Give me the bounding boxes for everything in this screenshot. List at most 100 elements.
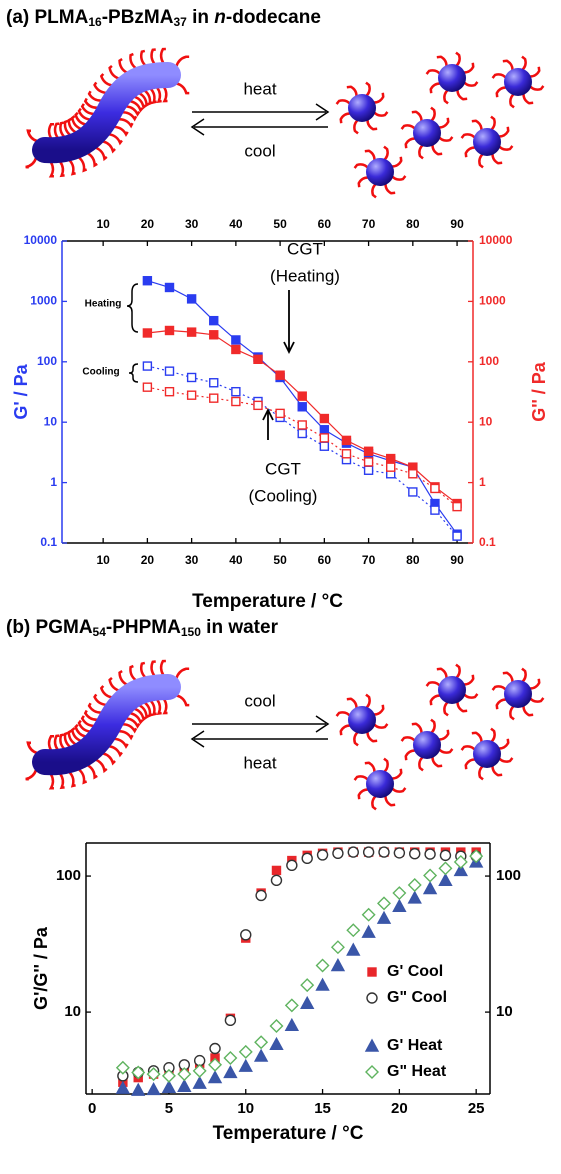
annotation: (Cooling) (249, 486, 318, 505)
marker (209, 330, 219, 340)
corona-chain (454, 663, 461, 680)
x-tick-label: 30 (185, 217, 199, 231)
x-tick-label: 15 (314, 1100, 331, 1117)
corona-chain (99, 685, 113, 699)
marker (142, 328, 153, 338)
corona-chain (372, 722, 389, 729)
corona-chain (133, 707, 147, 722)
marker (319, 441, 330, 451)
legend-label: G' Heat (387, 1037, 443, 1054)
corona-chain (353, 730, 360, 747)
corona-chain (87, 152, 98, 168)
scheme-label: heat (243, 753, 276, 772)
marker (284, 1017, 300, 1031)
corona-chain (460, 745, 477, 752)
sphere (413, 119, 441, 147)
marker (341, 435, 352, 446)
marker (164, 386, 175, 397)
x-tick-label: 40 (229, 553, 243, 567)
marker (192, 1063, 207, 1078)
x-tick-label: 40 (229, 217, 243, 231)
marker (223, 1064, 238, 1079)
marker (363, 446, 374, 456)
legend-marker (364, 1038, 380, 1052)
legend-marker (365, 1065, 379, 1079)
corona-chain (528, 678, 541, 690)
corona-chain (47, 734, 55, 751)
corona-chain (175, 667, 190, 679)
corona-chain (149, 87, 157, 104)
marker (469, 849, 484, 864)
marker (363, 457, 374, 467)
corona-chain (528, 84, 545, 91)
sphere (366, 770, 394, 798)
corona-chain (464, 146, 477, 158)
corona-chain (118, 117, 134, 129)
y-axis-title: G'/G'' / Pa (31, 926, 51, 1010)
corona-chain (437, 729, 450, 741)
legend-marker (367, 967, 377, 977)
corona-chain (491, 764, 503, 777)
marker (297, 402, 307, 412)
corona-chain (138, 704, 150, 720)
corona-chain (93, 693, 107, 707)
corona-chain (431, 143, 443, 156)
corona-chain (497, 756, 514, 763)
annotation: CGT (287, 239, 323, 258)
corona-chain (478, 764, 485, 781)
x-tick-label: 70 (362, 217, 376, 231)
corona-chain (497, 144, 514, 151)
marker (231, 396, 241, 407)
x-tick-label: 60 (318, 217, 332, 231)
marker (392, 898, 407, 912)
sphere (413, 731, 441, 759)
marker (297, 391, 307, 401)
corona-chain (70, 115, 82, 131)
corona-chain (335, 711, 352, 718)
corona-chain (495, 698, 508, 710)
y2-tick-label: 100 (496, 867, 521, 884)
corona-chain (364, 693, 371, 710)
corona-chain (384, 182, 396, 195)
y2-axis-title: G'' / Pa (529, 361, 549, 422)
corona-chain (87, 764, 98, 780)
marker (361, 924, 376, 938)
corona-chain (339, 112, 352, 124)
marker (186, 327, 197, 337)
marker (253, 354, 263, 364)
marker (319, 413, 330, 424)
corona-chain (456, 88, 468, 101)
corona-chain (509, 704, 516, 721)
y-tick-label: 100 (56, 867, 81, 884)
corona-chain (437, 747, 454, 754)
marker (377, 896, 391, 911)
marker (115, 1060, 130, 1075)
corona-chain (122, 722, 138, 734)
annotation-arrow (262, 407, 274, 440)
corona-chain (108, 64, 120, 80)
marker (240, 929, 252, 941)
corona-chain (59, 733, 66, 750)
corona-chain (129, 711, 144, 725)
y2-tick-label: 0.1 (479, 535, 496, 549)
corona-chain (48, 773, 55, 790)
corona-chain (108, 133, 123, 146)
corona-chain (175, 55, 190, 67)
corona-chain (156, 86, 162, 103)
marker (275, 408, 285, 419)
marker (209, 378, 219, 388)
corona-chain (143, 89, 154, 106)
corona-chain (68, 159, 76, 176)
corona-chain (77, 156, 88, 173)
corona-chain (371, 794, 378, 811)
corona-chain (431, 755, 443, 768)
corona-chain (95, 758, 108, 774)
corona-chain (411, 110, 423, 123)
marker (284, 998, 299, 1013)
corona-chain (353, 118, 360, 135)
corona-chain (176, 82, 190, 95)
corona-chain (59, 121, 66, 138)
x-tick-label: 60 (318, 553, 332, 567)
marker (315, 958, 330, 973)
sphere (348, 706, 376, 734)
